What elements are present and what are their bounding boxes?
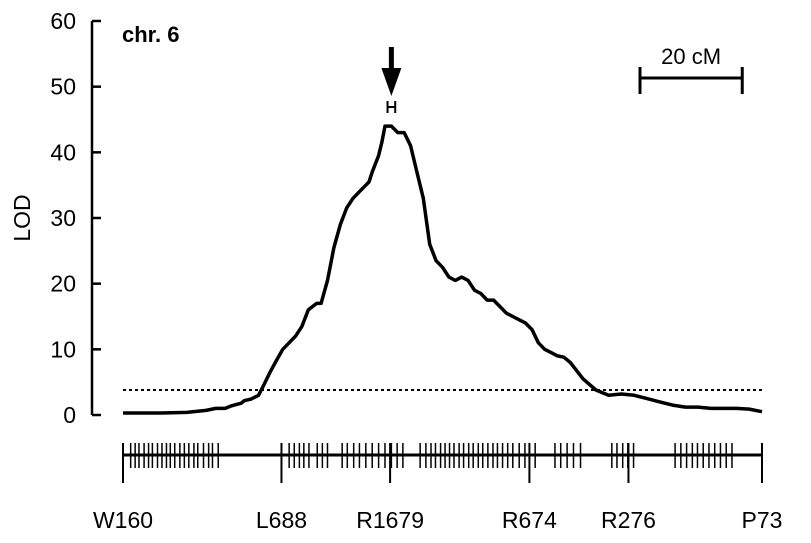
marker-label: W160 <box>93 507 153 533</box>
lod-curve-line <box>123 124 763 415</box>
marker-label: R674 <box>502 507 557 533</box>
y-tick-label: 40 <box>50 139 76 165</box>
lod-curve <box>123 124 763 415</box>
peak-marker <box>381 47 402 113</box>
y-axis: 0 10 20 30 40 50 60 <box>50 8 101 428</box>
y-tick-label: 60 <box>50 8 76 34</box>
marker-label: R276 <box>601 507 656 533</box>
scale-bar-label: 20 cM <box>661 44 721 69</box>
marker-label: R1679 <box>356 507 424 533</box>
marker-label: L688 <box>256 507 307 533</box>
chromosome-label: chr. 6 <box>122 22 179 47</box>
marker-label: P73 <box>742 507 783 533</box>
y-tick-label: 10 <box>50 336 76 362</box>
y-axis-title: LOD <box>9 194 35 241</box>
y-tick-label: 0 <box>63 402 76 428</box>
marker-labels: W160 L688 R1679 R674 R276 P73 <box>93 443 783 533</box>
y-tick-label: 50 <box>50 74 76 100</box>
marker-map <box>122 443 763 468</box>
peak-arrow-head <box>381 68 402 96</box>
y-tick-label: 30 <box>50 205 76 231</box>
scale-bar: 20 cM <box>638 44 744 94</box>
y-tick-label: 20 <box>50 271 76 297</box>
